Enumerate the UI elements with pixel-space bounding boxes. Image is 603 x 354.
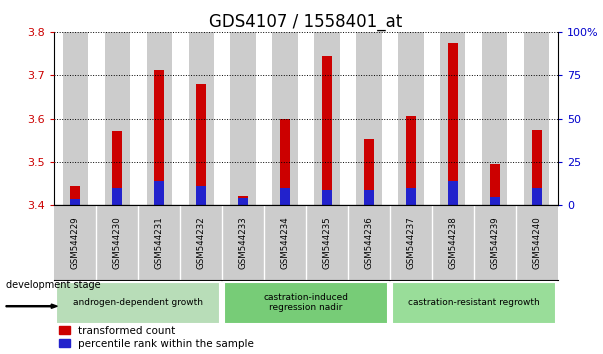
Bar xyxy=(406,188,415,205)
Bar xyxy=(314,32,339,205)
Bar xyxy=(154,182,164,205)
Bar xyxy=(238,198,248,205)
Bar xyxy=(532,188,541,205)
Text: GSM544230: GSM544230 xyxy=(113,216,122,269)
Text: castration-induced
regression nadir: castration-induced regression nadir xyxy=(264,293,349,312)
Bar xyxy=(356,32,382,205)
Bar xyxy=(71,199,80,205)
Bar xyxy=(273,32,298,205)
Bar xyxy=(147,32,172,205)
Bar xyxy=(322,56,332,205)
Bar xyxy=(440,32,466,205)
Text: GSM544237: GSM544237 xyxy=(406,216,415,269)
Bar xyxy=(154,70,164,205)
Bar xyxy=(391,281,556,324)
Bar xyxy=(189,32,213,205)
Bar xyxy=(490,196,500,205)
Text: development stage: development stage xyxy=(6,280,101,290)
Text: GSM544240: GSM544240 xyxy=(532,216,541,269)
Bar xyxy=(482,32,507,205)
Text: GSM544229: GSM544229 xyxy=(71,216,80,269)
Title: GDS4107 / 1558401_at: GDS4107 / 1558401_at xyxy=(209,13,403,30)
Bar xyxy=(230,32,256,205)
Bar xyxy=(63,32,88,205)
Text: GSM544234: GSM544234 xyxy=(280,216,289,269)
Text: GSM544233: GSM544233 xyxy=(239,216,248,269)
Bar xyxy=(448,182,458,205)
Text: GSM544232: GSM544232 xyxy=(197,216,206,269)
Bar xyxy=(532,130,541,205)
Bar xyxy=(112,188,122,205)
Bar xyxy=(524,32,549,205)
Bar xyxy=(71,186,80,205)
Text: GSM544239: GSM544239 xyxy=(490,216,499,269)
Legend: transformed count, percentile rank within the sample: transformed count, percentile rank withi… xyxy=(60,326,254,349)
Bar xyxy=(224,281,388,324)
Bar xyxy=(490,164,500,205)
Bar xyxy=(280,119,290,205)
Bar xyxy=(280,188,290,205)
Text: GSM544236: GSM544236 xyxy=(364,216,373,269)
Text: GSM544238: GSM544238 xyxy=(449,216,458,269)
Text: GSM544231: GSM544231 xyxy=(154,216,163,269)
Text: androgen-dependent growth: androgen-dependent growth xyxy=(73,298,203,307)
Bar xyxy=(399,32,423,205)
Bar xyxy=(364,138,374,205)
Bar xyxy=(406,116,415,205)
Bar xyxy=(238,196,248,205)
Bar xyxy=(197,186,206,205)
Text: castration-resistant regrowth: castration-resistant regrowth xyxy=(408,298,540,307)
Bar xyxy=(448,43,458,205)
Bar xyxy=(112,131,122,205)
Bar xyxy=(322,190,332,205)
Text: GSM544235: GSM544235 xyxy=(323,216,332,269)
Bar xyxy=(56,281,221,324)
Bar xyxy=(197,84,206,205)
Bar xyxy=(364,190,374,205)
Bar xyxy=(104,32,130,205)
